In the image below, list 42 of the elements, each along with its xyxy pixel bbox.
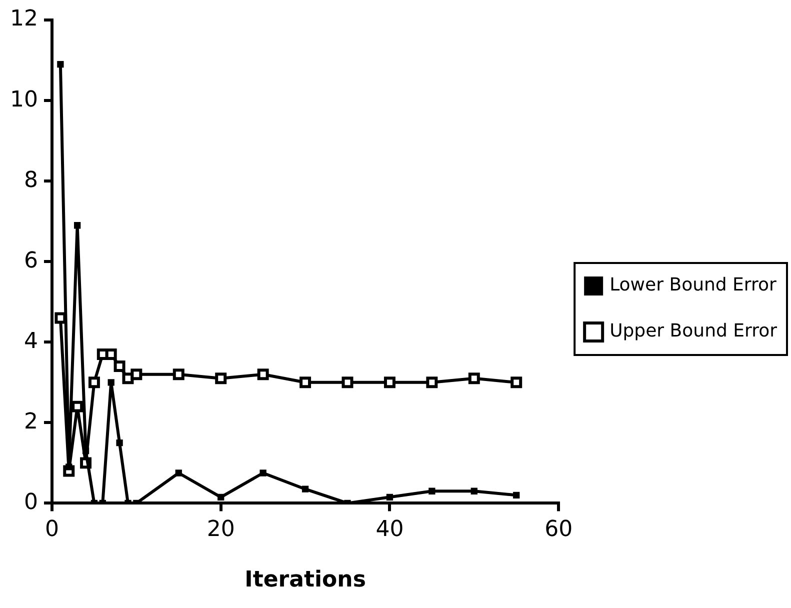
point (302, 486, 309, 492)
point (257, 368, 269, 380)
point (215, 372, 227, 384)
y-tick-label: 8 (24, 168, 38, 193)
point (300, 376, 312, 388)
point (74, 222, 81, 229)
point (116, 439, 123, 446)
point (342, 376, 354, 388)
y-tick-label: 10 (10, 87, 38, 112)
point (513, 492, 520, 498)
x-tick-label: 40 (376, 517, 404, 542)
point (510, 376, 522, 388)
point (468, 372, 480, 384)
legend-label: Lower Bound Error (610, 274, 778, 296)
point (172, 368, 184, 380)
point (66, 464, 72, 470)
y-tick-label: 4 (24, 328, 38, 354)
x-tick-label: 60 (544, 517, 573, 542)
x-axis-title: Iterations (244, 568, 366, 593)
point (175, 470, 182, 476)
y-tick-label: 2 (24, 409, 38, 434)
point (82, 448, 90, 454)
point (426, 376, 438, 388)
point (384, 376, 396, 388)
x-tick-label: 0 (44, 517, 59, 542)
y-tick-label: 12 (10, 6, 38, 32)
point (105, 348, 117, 360)
point (88, 376, 100, 388)
point (114, 360, 126, 372)
point (108, 379, 114, 386)
point (260, 470, 266, 476)
point (218, 494, 224, 500)
point (386, 494, 394, 500)
legend-label: Upper Bound Error (610, 320, 778, 342)
point (470, 488, 478, 494)
point (130, 368, 142, 380)
x-tick-label: 20 (206, 517, 235, 542)
point (72, 400, 84, 412)
y-tick-label: 6 (24, 248, 38, 274)
point (57, 60, 64, 68)
y-tick-label: 0 (24, 490, 38, 515)
point (428, 488, 436, 494)
